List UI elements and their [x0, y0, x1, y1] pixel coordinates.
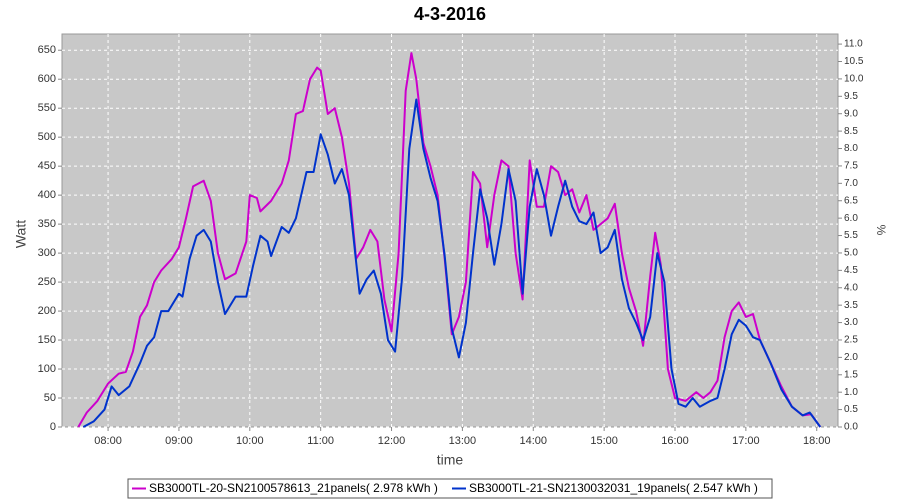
y-tick-label: 100 [38, 363, 56, 375]
y2-tick-label: 3.5 [844, 300, 858, 311]
y-tick-label: 350 [38, 218, 56, 230]
x-tick-label: 17:00 [732, 435, 760, 447]
y-tick-label: 600 [38, 73, 56, 85]
y2-tick-label: 10.0 [844, 74, 864, 85]
y2-tick-label: 11.0 [844, 39, 863, 50]
x-tick-label: 14:00 [520, 435, 548, 447]
y2-tick-label: 7.0 [844, 178, 858, 189]
y-axis-label: Watt [13, 220, 29, 248]
x-tick-label: 16:00 [661, 435, 689, 447]
y2-tick-label: 1.0 [844, 387, 858, 398]
y-tick-label: 500 [38, 131, 56, 143]
y-tick-label: 300 [38, 247, 56, 259]
y2-tick-label: 6.0 [844, 213, 858, 224]
x-tick-label: 11:00 [307, 435, 334, 447]
legend-label: SB3000TL-20-SN2100578613_21panels( 2.978… [149, 481, 438, 495]
y2-tick-label: 5.5 [844, 230, 858, 241]
y2-axis-label: % [874, 225, 888, 236]
y-tick-label: 650 [38, 44, 56, 56]
y-tick-label: 550 [38, 102, 56, 114]
x-tick-label: 09:00 [165, 435, 193, 447]
y-tick-label: 250 [38, 276, 56, 288]
y2-tick-label: 6.5 [844, 195, 858, 206]
y2-tick-label: 5.0 [844, 248, 858, 259]
y-tick-label: 400 [38, 189, 56, 201]
legend [127, 478, 773, 499]
x-axis-label: time [437, 452, 464, 468]
y2-tick-label: 8.0 [844, 143, 858, 154]
y2-tick-label: 4.5 [844, 265, 858, 276]
y-tick-label: 50 [44, 392, 56, 404]
y-tick-label: 150 [38, 334, 56, 346]
series-line [82, 98, 822, 428]
x-tick-label: 15:00 [590, 435, 618, 447]
plot-area [61, 33, 839, 428]
y2-tick-label: 0.0 [844, 422, 858, 433]
x-tick-label: 18:00 [803, 435, 831, 447]
x-tick-label: 12:00 [378, 435, 406, 447]
y-tick-label: 200 [38, 305, 56, 317]
y2-tick-label: 1.5 [844, 369, 858, 380]
y2-tick-label: 10.5 [844, 56, 864, 67]
y-tick-label: 0 [50, 421, 56, 433]
x-tick-label: 10:00 [236, 435, 264, 447]
y2-tick-label: 3.0 [844, 317, 858, 328]
y2-tick-label: 2.5 [844, 335, 858, 346]
y-tick-label: 450 [38, 160, 56, 172]
x-tick-label: 13:00 [449, 435, 477, 447]
y2-tick-label: 0.5 [844, 404, 858, 415]
y2-tick-label: 2.0 [844, 352, 858, 363]
y2-tick-label: 8.5 [844, 126, 858, 137]
x-tick-label: 08:00 [94, 435, 122, 447]
legend-label: SB3000TL-21-SN2130032031_19panels( 2.547… [469, 481, 758, 495]
y2-tick-label: 9.5 [844, 91, 858, 102]
y2-tick-label: 4.0 [844, 282, 858, 293]
chart-title: 4-3-2016 [414, 4, 486, 24]
y2-tick-label: 7.5 [844, 161, 858, 172]
y2-tick-label: 9.0 [844, 108, 858, 119]
